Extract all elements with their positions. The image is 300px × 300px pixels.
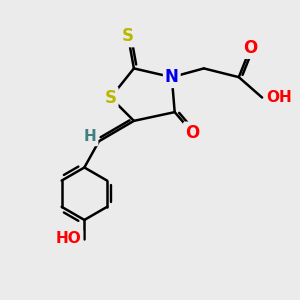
Text: N: N <box>165 68 179 86</box>
Text: O: O <box>243 39 258 57</box>
Text: H: H <box>84 129 97 144</box>
Text: S: S <box>105 88 117 106</box>
Text: HO: HO <box>56 231 82 246</box>
Text: S: S <box>122 27 134 45</box>
Text: OH: OH <box>266 90 292 105</box>
Text: O: O <box>185 124 199 142</box>
